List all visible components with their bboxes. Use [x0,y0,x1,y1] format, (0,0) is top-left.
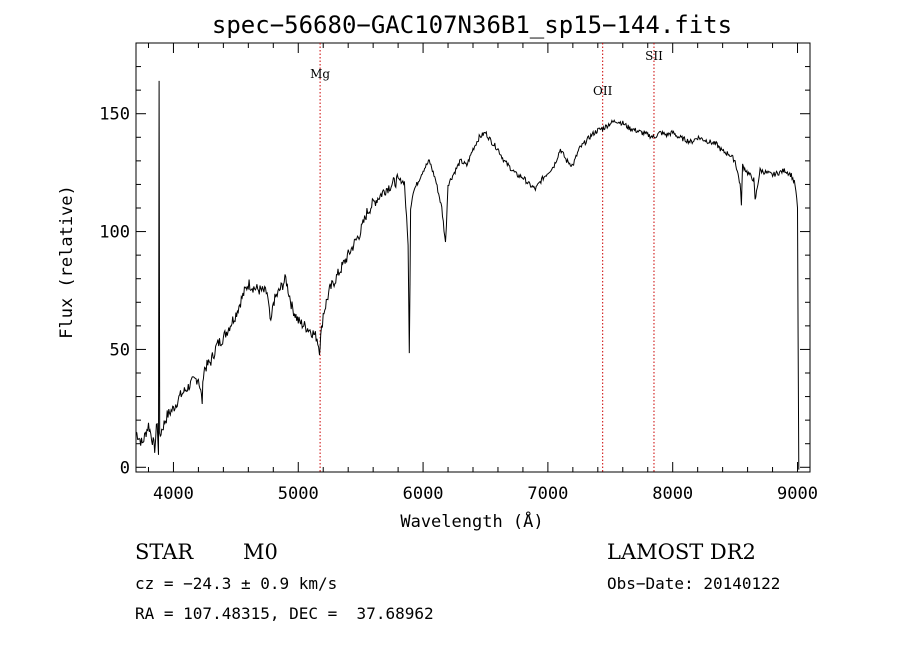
spectrum-line [136,81,799,470]
obs-date-text: Obs−Date: 20140122 [607,574,780,593]
x-tick-label: 9000 [777,484,818,504]
x-tick-label: 5000 [278,484,319,504]
redshift-text: cz = −24.3 ± 0.9 km/s [135,574,337,593]
line-marker-label: OII [593,84,613,98]
y-tick-label: 0 [120,458,130,478]
y-axis-label: Flux (relative) [57,185,77,339]
line-marker-label: SII [645,49,663,63]
x-tick-label: 8000 [652,484,693,504]
x-tick-label: 7000 [527,484,568,504]
axis-ticks: 4000 5000 6000 7000 8000 9000 0 50 100 150 [99,43,818,504]
y-tick-label: 50 [110,340,130,360]
x-axis-label: Wavelength (Å) [400,510,543,532]
chart-title: spec−56680−GAC107N36B1_sp15−144.fits [212,11,732,39]
object-subclass: M0 [243,540,278,564]
y-tick-label: 150 [99,105,130,125]
y-tick-label: 100 [99,223,130,243]
plot-frame [136,43,810,472]
object-class: STAR [135,540,193,564]
line-marker-label: Mg [310,67,330,81]
x-tick-label: 6000 [403,484,444,504]
survey-label: LAMOST DR2 [607,540,756,564]
x-tick-label: 4000 [153,484,194,504]
plot-area: Mg OII SII [136,43,810,472]
position-text: RA = 107.48315, DEC = 37.68962 [135,604,434,623]
